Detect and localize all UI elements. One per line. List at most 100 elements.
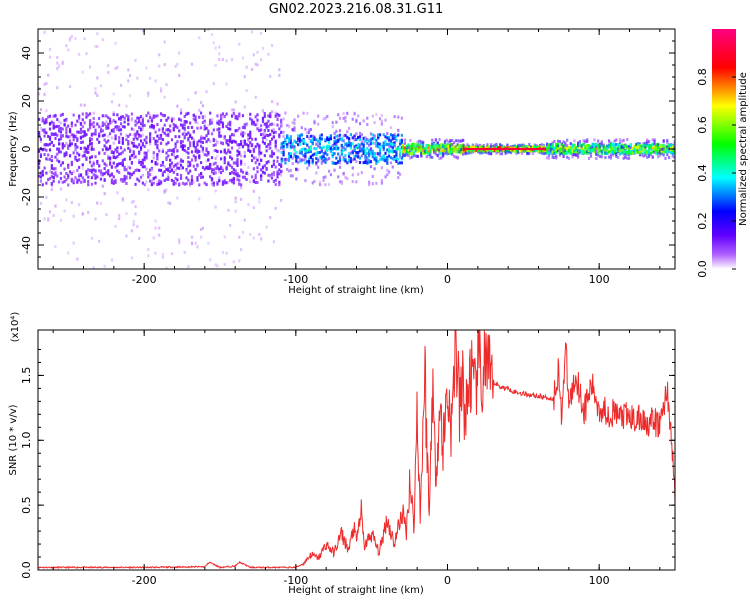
heatmap-cell	[70, 172, 73, 176]
heatmap-cell	[276, 112, 279, 116]
heatmap-cell	[575, 146, 578, 150]
heatmap-cell	[152, 181, 155, 185]
y-multiplier-label: (x10⁴)	[10, 312, 21, 343]
heatmap-cell	[88, 122, 92, 126]
heatmap-cell	[167, 141, 170, 145]
heatmap-cell	[185, 150, 188, 154]
heatmap-cell	[395, 157, 398, 161]
heatmap-cell	[134, 133, 137, 137]
heatmap-cell	[348, 126, 351, 130]
heatmap-cell	[45, 131, 48, 135]
heatmap-cell	[94, 87, 97, 91]
heatmap-cell	[47, 217, 50, 221]
heatmap-cell	[130, 161, 134, 165]
heatmap-cell	[333, 152, 336, 156]
heatmap-cell	[205, 90, 208, 94]
heatmap-cell	[158, 149, 161, 153]
heatmap-cell	[163, 40, 166, 44]
heatmap-cell	[47, 115, 50, 119]
heatmap-cell	[584, 150, 587, 154]
heatmap-cell	[218, 130, 221, 134]
heatmap-cell	[272, 179, 275, 183]
heatmap-cell	[506, 144, 509, 148]
heatmap-cell	[637, 146, 640, 150]
heatmap-cell	[185, 182, 188, 186]
heatmap-cell	[338, 161, 342, 165]
heatmap-cell	[351, 117, 354, 121]
heatmap-cell	[531, 151, 535, 155]
heatmap-cell	[420, 147, 423, 151]
heatmap-cell	[508, 150, 511, 154]
heatmap-cell	[154, 175, 157, 179]
heatmap-cell	[161, 160, 164, 164]
heatmap-cell	[214, 205, 217, 209]
heatmap-cell	[389, 161, 393, 165]
heatmap-cell	[150, 179, 154, 183]
heatmap-cell	[158, 137, 161, 141]
heatmap-cell	[258, 126, 261, 130]
heatmap-cell	[99, 128, 103, 132]
heatmap-cell	[63, 118, 66, 122]
heatmap-cell	[90, 155, 93, 159]
heatmap-cell	[622, 150, 625, 154]
heatmap-cell	[403, 138, 407, 142]
heatmap-cell	[307, 150, 311, 154]
heatmap-cell	[70, 177, 73, 181]
heatmap-cell	[240, 159, 243, 163]
heatmap-cell	[269, 140, 272, 144]
heatmap-cell	[269, 112, 272, 116]
heatmap-cell	[611, 147, 614, 151]
heatmap-cell	[358, 138, 362, 142]
heatmap-cell	[205, 149, 208, 153]
heatmap-cell	[167, 134, 170, 138]
heatmap-cell	[391, 150, 394, 154]
heatmap-cell	[349, 133, 353, 137]
heatmap-cell	[48, 210, 52, 214]
heatmap-cell	[342, 112, 345, 116]
heatmap-cell	[203, 115, 206, 119]
heatmap-cell	[178, 51, 181, 55]
heatmap-cell	[289, 146, 292, 150]
heatmap-cell	[366, 123, 369, 127]
heatmap-cell	[486, 143, 489, 147]
heatmap-cell	[547, 149, 551, 153]
heatmap-cell	[655, 143, 658, 147]
heatmap-cell	[546, 144, 549, 148]
heatmap-cell	[422, 141, 425, 145]
heatmap-cell	[41, 148, 44, 152]
heatmap-cell	[331, 151, 334, 155]
heatmap-cell	[187, 171, 190, 175]
heatmap-cell	[252, 180, 255, 184]
heatmap-cell	[194, 149, 197, 153]
heatmap-cell	[227, 139, 230, 143]
heatmap-cell	[172, 147, 175, 151]
bottom-x-axis-label: Height of straight line (km)	[288, 585, 424, 596]
heatmap-cell	[181, 145, 184, 149]
heatmap-cell	[101, 148, 104, 152]
heatmap-cell	[313, 179, 316, 183]
heatmap-cell	[136, 145, 139, 149]
heatmap-cell	[179, 123, 183, 127]
heatmap-cell	[329, 147, 333, 151]
heatmap-cell	[403, 146, 407, 150]
heatmap-cell	[391, 157, 394, 161]
heatmap-cell	[558, 153, 562, 157]
heatmap-cell	[114, 148, 117, 152]
heatmap-cell	[664, 156, 667, 160]
heatmap-cell	[322, 145, 325, 149]
heatmap-cell	[489, 149, 493, 153]
heatmap-cell	[121, 136, 124, 140]
heatmap-cell	[207, 167, 210, 171]
heatmap-cell	[167, 149, 170, 153]
heatmap-cell	[307, 148, 311, 152]
heatmap-cell	[671, 152, 674, 156]
heatmap-cell	[96, 201, 99, 205]
heatmap-cell	[342, 139, 345, 143]
heatmap-cell	[400, 145, 403, 149]
heatmap-cell	[662, 144, 665, 148]
heatmap-cell	[355, 137, 358, 141]
heatmap-cell	[138, 236, 141, 240]
heatmap-cell	[272, 131, 275, 135]
heatmap-cell	[295, 156, 298, 160]
heatmap-cell	[452, 141, 456, 145]
